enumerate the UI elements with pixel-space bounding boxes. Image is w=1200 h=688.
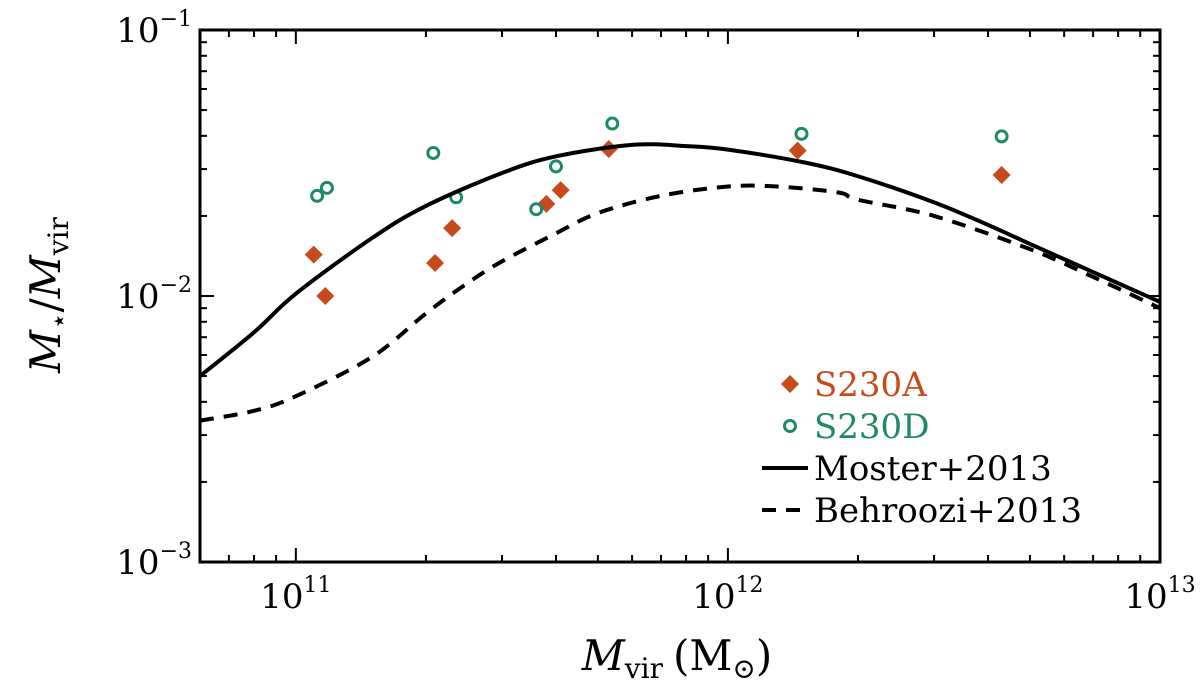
legend-swatch bbox=[781, 375, 799, 393]
data-point-s230a bbox=[443, 219, 462, 238]
y-tick-label: 10−2 bbox=[116, 273, 192, 317]
legend-label: S230A bbox=[814, 365, 927, 405]
x-tick-label: 1012 bbox=[692, 573, 763, 617]
series-moster-2013 bbox=[200, 142, 1160, 378]
data-point-s230d bbox=[605, 116, 620, 131]
legend-label: S230D bbox=[814, 407, 929, 447]
y-tick-label: 10−1 bbox=[116, 7, 192, 51]
data-point-s230d bbox=[319, 180, 334, 195]
legend-label: Moster+2013 bbox=[814, 449, 1052, 489]
y-tick-label: 10−3 bbox=[116, 539, 192, 583]
legend-swatch bbox=[783, 419, 797, 433]
series-line-behroozi-2013 bbox=[200, 183, 1160, 423]
data-point-s230a bbox=[426, 254, 445, 273]
data-point-s230d bbox=[994, 129, 1009, 144]
data-point-s230a bbox=[992, 166, 1011, 185]
x-tick-label: 1011 bbox=[260, 573, 331, 617]
series-s230a bbox=[304, 139, 1011, 305]
series-line-moster-2013 bbox=[200, 142, 1160, 378]
data-point-s230d bbox=[794, 126, 809, 141]
series-layer bbox=[200, 116, 1160, 423]
data-point-s230d bbox=[310, 188, 325, 203]
data-point-s230a bbox=[788, 141, 807, 160]
legend-item-s230a: S230A bbox=[781, 365, 927, 405]
data-point-s230d bbox=[548, 159, 563, 174]
legend-item-s230d: S230D bbox=[783, 407, 929, 447]
data-point-s230a bbox=[304, 245, 323, 264]
series-behroozi-2013 bbox=[200, 183, 1160, 423]
data-point-s230d bbox=[529, 202, 544, 217]
data-point-s230a bbox=[551, 181, 570, 200]
y-axis-label: M⋆/Mvir bbox=[21, 216, 75, 373]
legend-label: Behroozi+2013 bbox=[814, 491, 1082, 531]
data-point-s230a bbox=[316, 287, 335, 305]
series-s230d bbox=[310, 116, 1009, 217]
x-axis-label: Mvir (M⊙) bbox=[581, 631, 772, 685]
legend-item-moster-2013: Moster+2013 bbox=[762, 449, 1052, 489]
x-tick-label: 1013 bbox=[1124, 573, 1195, 617]
data-point-s230d bbox=[426, 145, 441, 160]
axis-layer: 1011 1012 1013 10−3 10−2 10−1 bbox=[116, 7, 1195, 617]
legend-item-behroozi-2013: Behroozi+2013 bbox=[762, 491, 1082, 531]
